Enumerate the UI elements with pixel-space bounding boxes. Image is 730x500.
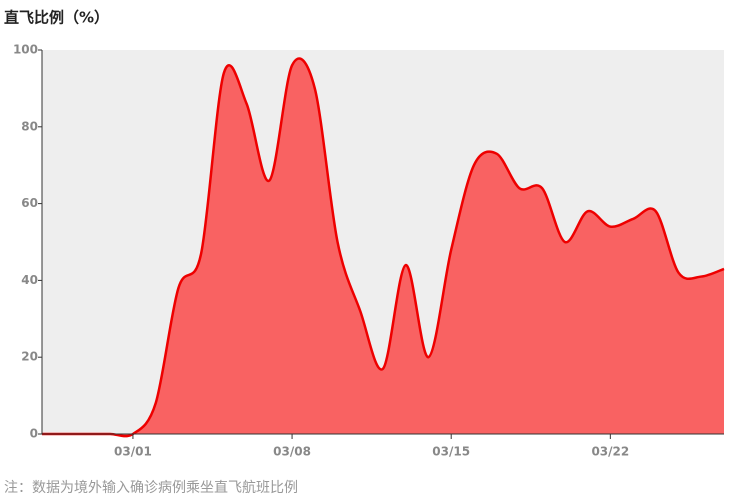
y-tick-label: 80 — [21, 119, 38, 133]
x-tick-label: 03/15 — [432, 445, 470, 459]
note: 注：数据为境外输入确诊病例乘坐直飞航班比例 — [4, 479, 298, 496]
x-tick-label: 03/22 — [591, 445, 629, 459]
area — [42, 58, 724, 437]
y-tick-label: 0 — [30, 427, 38, 441]
line — [42, 57, 725, 438]
y-tick-label: 20 — [21, 350, 38, 364]
x-tick-label: 03/01 — [114, 445, 152, 459]
y-tick-label: 60 — [21, 196, 38, 210]
chart-title: 直飞比例（%） — [4, 9, 109, 27]
y-tick-label: 100 — [13, 43, 38, 57]
x-tick-label: 03/08 — [273, 445, 311, 459]
y-tick-label: 40 — [21, 273, 38, 287]
